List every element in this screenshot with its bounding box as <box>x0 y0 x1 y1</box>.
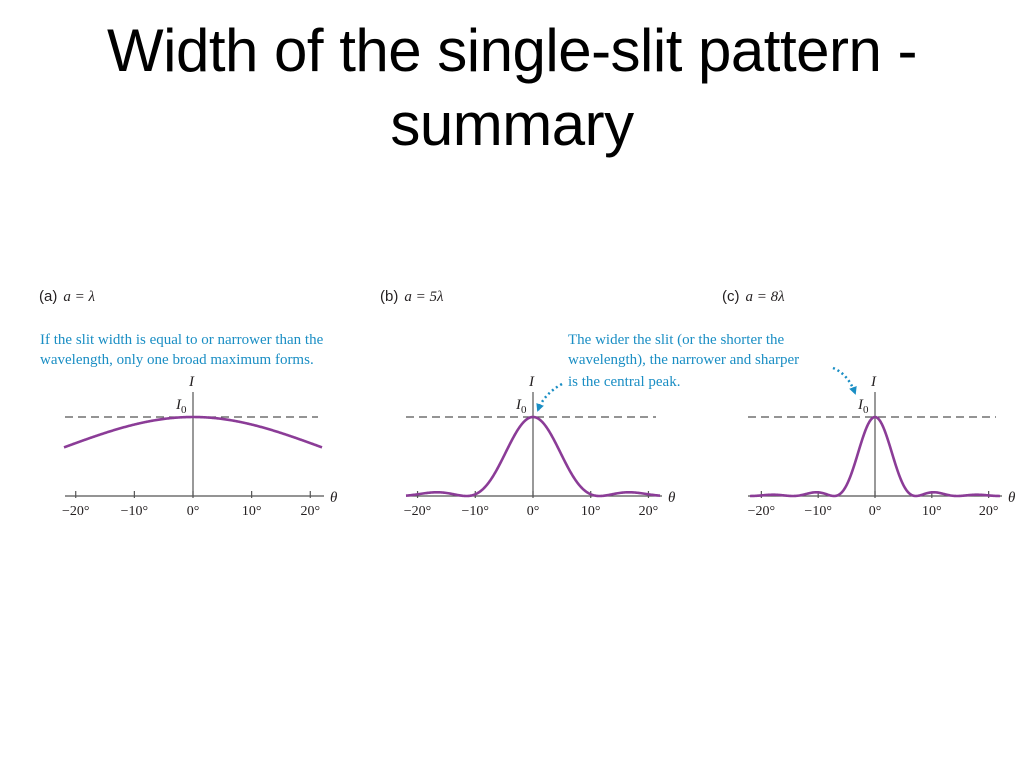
intensity-curve <box>749 415 1001 498</box>
x-tick-label: 20° <box>639 504 659 519</box>
x-axis-label: θ <box>330 490 338 506</box>
panel-condition: a = λ <box>63 289 95 305</box>
x-tick-label: −10° <box>804 504 832 519</box>
x-tick-label: 20° <box>979 504 999 519</box>
x-tick-label: −10° <box>121 504 149 519</box>
panel-label: (a) a = λ <box>39 288 95 305</box>
y-axis-label: I <box>870 374 877 390</box>
chart-panel-2: (c) a = 8λ II0 θ −20° −10° 0° 10° 20° <box>722 288 1016 519</box>
panel-letter: (c) <box>722 288 740 305</box>
x-tick-label: 10° <box>242 504 262 519</box>
x-tick-label: −20° <box>748 504 776 519</box>
x-tick-label: 0° <box>869 504 882 519</box>
i0-subscript: 0 <box>863 404 869 416</box>
chart-panel-0: (a) a = λ II0 θ −20° −10° 0° 10° 20° <box>39 288 338 519</box>
x-tick-label: −10° <box>462 504 490 519</box>
i0-label: I0 <box>175 397 187 416</box>
x-tick-label: 0° <box>187 504 200 519</box>
x-axis-label: θ <box>1008 490 1016 506</box>
panel-letter: (b) <box>380 288 398 305</box>
panel-condition: a = 8λ <box>746 289 786 305</box>
intensity-curve <box>63 415 323 449</box>
panel-condition: a = 5λ <box>404 289 444 305</box>
i0-label: I0 <box>515 397 527 416</box>
panel-letter: (a) <box>39 288 57 305</box>
x-tick-label: 10° <box>581 504 601 519</box>
annotation-left-line-1: If the slit width is equal to or narrowe… <box>40 332 324 348</box>
x-tick-label: 20° <box>300 504 320 519</box>
panel-label: (b) a = 5λ <box>380 288 444 305</box>
x-axis-label: θ <box>668 490 676 506</box>
panel-label: (c) a = 8λ <box>722 288 785 305</box>
annotation-left: If the slit width is equal to or narrowe… <box>40 332 327 368</box>
chart-panel-1: (b) a = 5λ II0 θ −20° −10° 0° 10° 20° <box>380 288 676 519</box>
y-axis-label: I <box>528 374 535 390</box>
annotation-arrow-b <box>536 382 563 412</box>
x-tick-label: −20° <box>404 504 432 519</box>
annotation-left-line-2: wavelength, only one broad maximum forms… <box>40 352 314 368</box>
x-tick-label: 10° <box>922 504 942 519</box>
annotation-right-line-2: wavelength), the narrower and sharper <box>568 352 799 368</box>
annotation-arrow-c <box>832 366 857 395</box>
i0-subscript: 0 <box>521 404 527 416</box>
x-tick-label: −20° <box>62 504 90 519</box>
annotation-right-line-3: is the central peak. <box>568 374 680 390</box>
annotation-right: The wider the slit (or the shorter the w… <box>568 332 803 390</box>
i0-subscript: 0 <box>181 404 187 416</box>
intensity-curve <box>405 415 661 498</box>
slide-title: Width of the single-slit pattern - summa… <box>106 17 918 158</box>
i0-label: I0 <box>857 397 869 416</box>
x-tick-label: 0° <box>527 504 540 519</box>
y-axis-label: I <box>188 374 195 390</box>
annotation-right-line-1: The wider the slit (or the shorter the <box>568 332 785 348</box>
